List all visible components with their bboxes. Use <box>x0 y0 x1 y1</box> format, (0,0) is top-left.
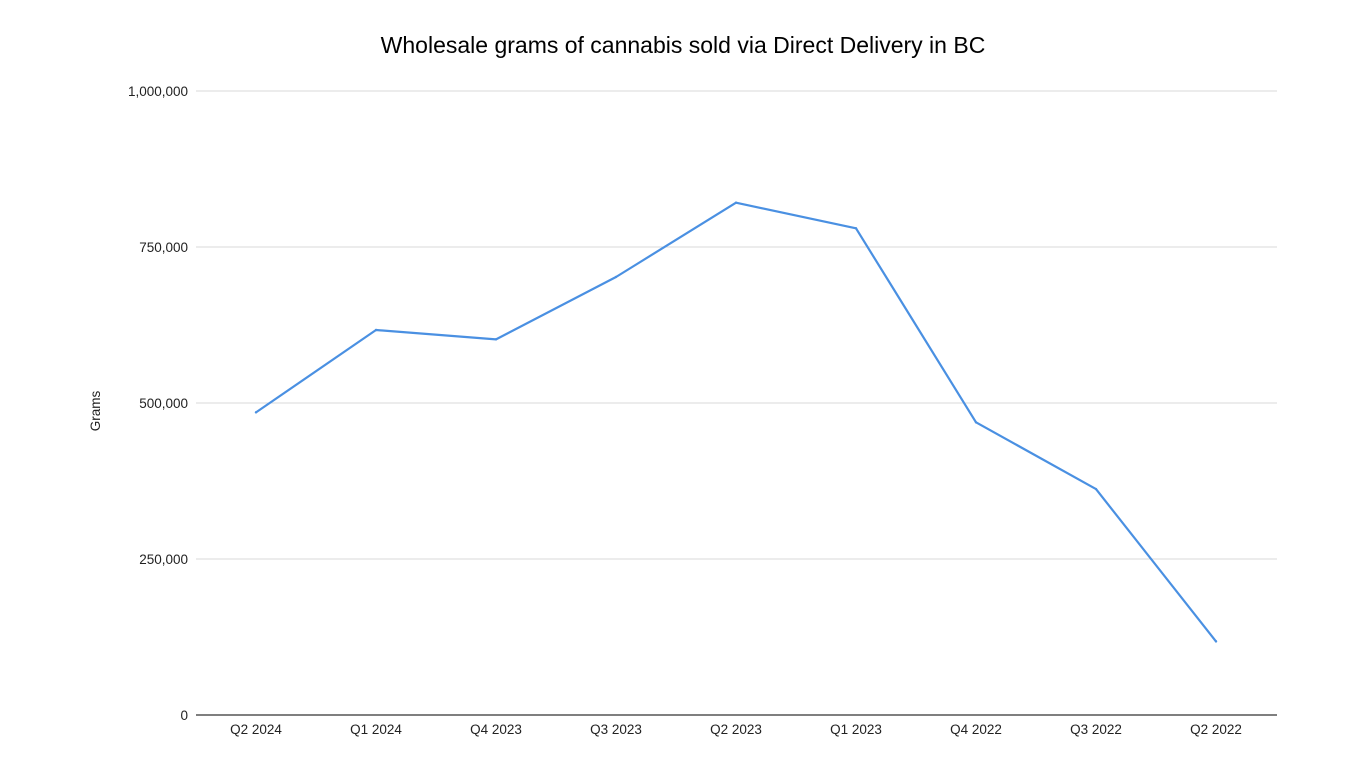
chart-title: Wholesale grams of cannabis sold via Dir… <box>381 32 986 58</box>
x-tick-label: Q2 2023 <box>710 722 762 737</box>
data-point <box>374 328 378 332</box>
x-tick-label: Q4 2022 <box>950 722 1002 737</box>
y-tick-label: 750,000 <box>139 240 188 255</box>
gridlines <box>196 90 1277 560</box>
data-point <box>1214 640 1218 643</box>
x-axis-ticks: Q2 2024 Q1 2024 Q4 2023 Q3 2023 Q2 2023 Q1 20… <box>230 722 1242 737</box>
y-axis-ticks: 0 250,000 500,000 750,000 1,000,000 <box>128 84 188 723</box>
x-tick-label: Q3 2022 <box>1070 722 1122 737</box>
data-point <box>494 338 498 341</box>
data-point <box>254 411 258 414</box>
data-point <box>734 201 738 204</box>
series-layer <box>254 201 1218 643</box>
y-tick-label: 1,000,000 <box>128 84 188 99</box>
y-axis-label: Grams <box>88 391 103 432</box>
x-tick-label: Q2 2024 <box>230 722 282 737</box>
y-tick-label: 0 <box>180 708 188 723</box>
y-tick-label: 500,000 <box>139 396 188 411</box>
series-line <box>254 201 1218 643</box>
data-point <box>1094 487 1098 491</box>
data-point <box>854 227 858 230</box>
x-tick-label: Q2 2022 <box>1190 722 1242 737</box>
data-point <box>614 275 618 279</box>
x-tick-label: Q1 2024 <box>350 722 402 737</box>
x-tick-label: Q3 2023 <box>590 722 642 737</box>
x-tick-label: Q1 2023 <box>830 722 882 737</box>
data-point <box>974 421 978 424</box>
y-tick-label: 250,000 <box>139 552 188 567</box>
x-tick-label: Q4 2023 <box>470 722 522 737</box>
